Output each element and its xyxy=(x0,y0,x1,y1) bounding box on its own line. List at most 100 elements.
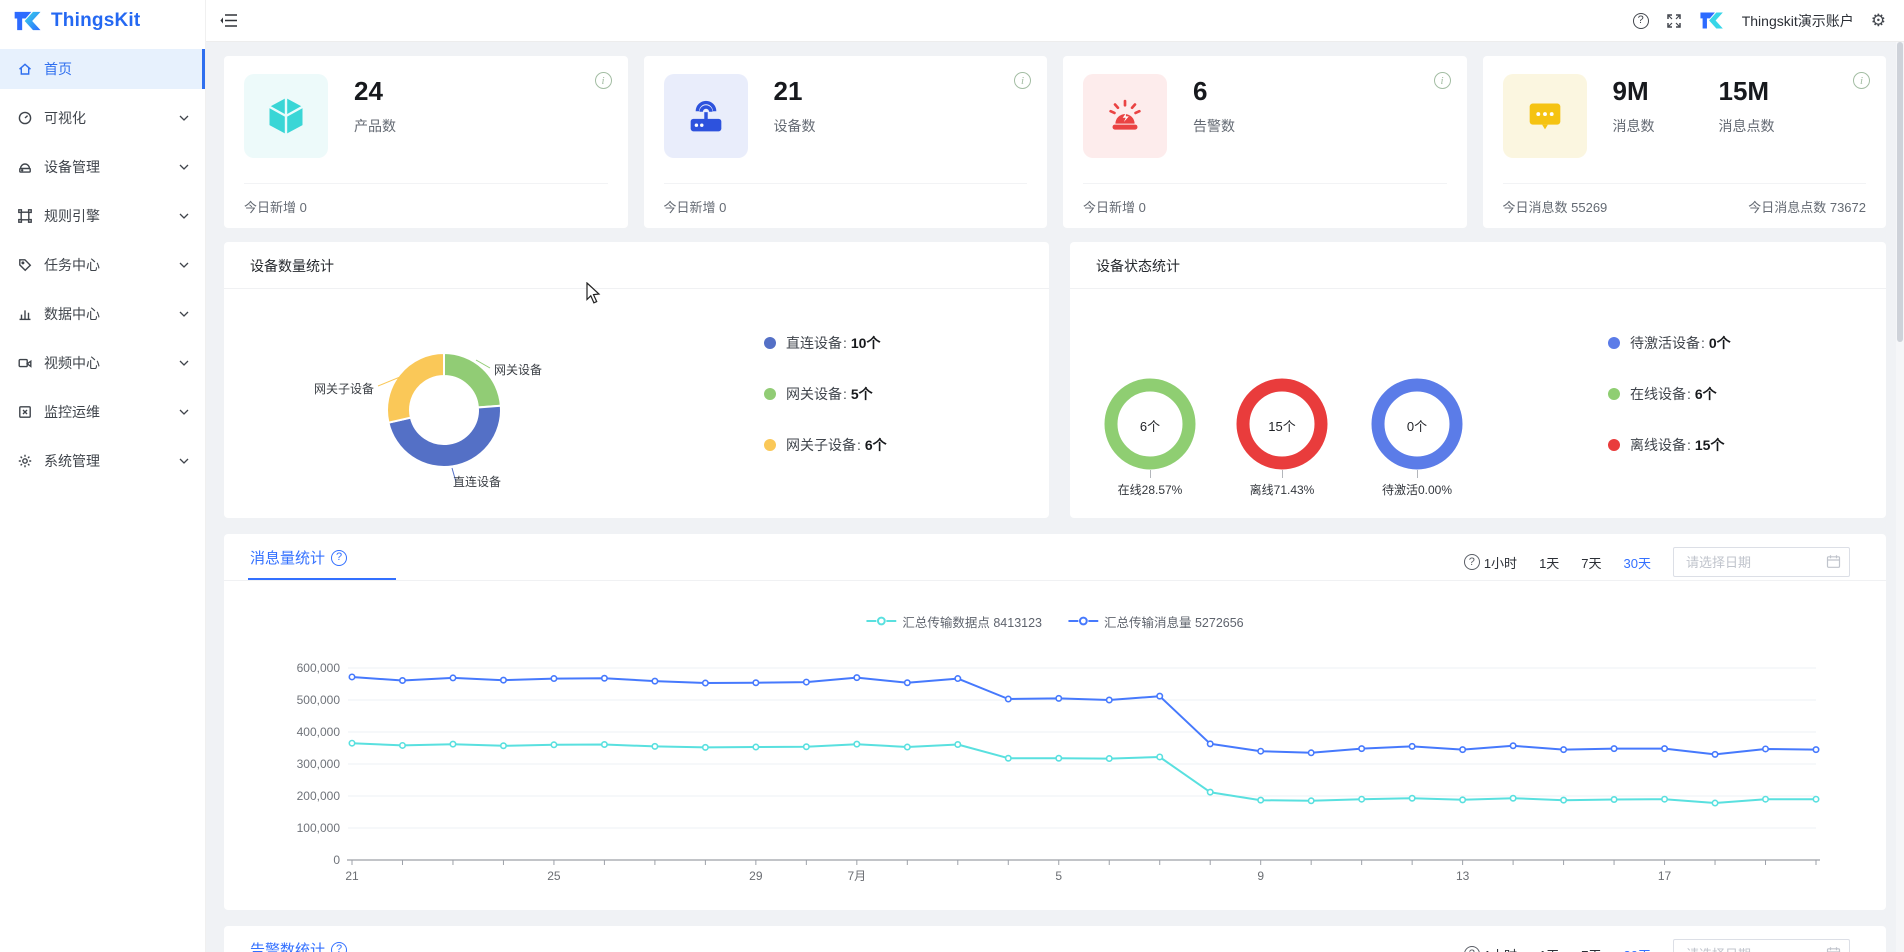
alarm-count-label: 告警数 xyxy=(1193,118,1235,135)
ring-value-online: 6个 xyxy=(1139,419,1161,434)
sidebar-item-home[interactable]: 首页 xyxy=(0,49,205,89)
help-icon xyxy=(1463,554,1480,570)
video-icon xyxy=(17,355,33,371)
sidebar: ThingsKit 首页 可视化 设备管理 规则引擎 xyxy=(0,0,206,952)
message-point-value: 15M xyxy=(1718,76,1770,106)
tab-message-volume[interactable]: 消息量统计 xyxy=(250,547,348,568)
range-1h[interactable]: 1小时 xyxy=(1463,945,1517,952)
svg-text:600,000: 600,000 xyxy=(297,661,341,675)
device-count-card: 21 设备数 今日新增 0 xyxy=(643,56,1047,228)
info-icon[interactable] xyxy=(594,72,612,89)
sidebar-item-label: 规则引擎 xyxy=(44,208,100,224)
sidebar-item-label: 系统管理 xyxy=(44,453,100,469)
fullscreen-icon[interactable] xyxy=(1666,13,1682,29)
legend-item[interactable]: 网关子设备6个 xyxy=(764,434,887,455)
sidebar-item-label: 设备管理 xyxy=(44,159,100,175)
range-30d[interactable]: 30天 xyxy=(1624,945,1651,952)
sidebar-item-label: 视频中心 xyxy=(44,355,100,371)
settings-gear-icon[interactable]: ⚙ xyxy=(1870,11,1886,30)
info-icon[interactable] xyxy=(1433,72,1451,89)
help-icon xyxy=(1463,946,1480,952)
range-30d[interactable]: 30天 xyxy=(1623,555,1651,571)
alarm-count-value: 6 xyxy=(1193,76,1208,106)
brand[interactable]: ThingsKit xyxy=(0,0,205,42)
range-1d[interactable]: 1天 xyxy=(1539,555,1560,571)
collapse-sidebar-icon[interactable] xyxy=(220,13,238,28)
help-icon[interactable] xyxy=(331,941,348,952)
sidebar-item-rule-engine[interactable]: 规则引擎 xyxy=(0,196,205,236)
svg-text:500,000: 500,000 xyxy=(297,693,341,707)
range-7d[interactable]: 7天 xyxy=(1581,945,1601,952)
account-name[interactable]: Thingskit演示账户 xyxy=(1741,12,1854,29)
device-count-panel: 设备数量统计 网关子设备 网关设备 直连设备 直连设备10个 网关设备5个 网关… xyxy=(224,242,1049,518)
rule-engine-icon xyxy=(17,208,33,224)
message-volume-panel: 消息量统计 1小时 1天 7天 30天 汇总传输数据点 8413123 汇总传输… xyxy=(224,534,1886,910)
legend-item[interactable]: 在线设备6个 xyxy=(1608,383,1731,404)
legend-item[interactable]: 直连设备10个 xyxy=(764,332,887,353)
message-volume-line-chart[interactable]: 0 100,000 200,000 300,000 400,000 500,000 600,… xyxy=(224,638,1886,906)
top-navbar: Thingskit演示账户 ⚙ xyxy=(206,0,1904,42)
device-status-rings-chart[interactable] xyxy=(1070,242,1886,518)
svg-text:17: 17 xyxy=(1658,869,1672,883)
sidebar-item-system-mgmt[interactable]: 系统管理 xyxy=(0,441,205,481)
time-range-controls: 1小时 1天 7天 30天 xyxy=(1463,547,1850,577)
main-content: 24 产品数 今日新增 0 21 设备数 今日新增 0 xyxy=(206,42,1904,952)
product-count-card: 24 产品数 今日新增 0 xyxy=(224,56,628,228)
chevron-down-icon xyxy=(179,164,189,170)
legend-item-datapoints[interactable]: 汇总传输数据点 8413123 xyxy=(866,612,1042,631)
legend-item[interactable]: 待激活设备0个 xyxy=(1608,332,1731,353)
brand-name: ThingsKit xyxy=(51,10,141,31)
card-footer-item: 今日消息点数 73672 xyxy=(1748,199,1866,215)
tab-alarm-count[interactable]: 告警数统计 xyxy=(250,939,348,952)
ring-value-offline: 15个 xyxy=(1268,419,1296,434)
sidebar-item-monitor-ops[interactable]: 监控运维 xyxy=(0,392,205,432)
device-status-panel: 设备状态统计 6个 15个 0个 在线28.57% 离线71.43% 待激活0.… xyxy=(1070,242,1886,518)
date-picker-input[interactable] xyxy=(1673,939,1850,952)
sidebar-item-label: 任务中心 xyxy=(44,257,100,273)
page-scrollbar[interactable] xyxy=(1896,42,1904,952)
help-icon[interactable] xyxy=(1632,12,1649,29)
legend-item[interactable]: 离线设备15个 xyxy=(1608,434,1731,455)
chevron-down-icon xyxy=(179,262,189,268)
ring-value-inactive: 0个 xyxy=(1406,419,1428,434)
calendar-icon[interactable] xyxy=(1826,946,1841,952)
svg-text:200,000: 200,000 xyxy=(297,789,341,803)
sidebar-item-visualization[interactable]: 可视化 xyxy=(0,98,205,138)
product-cube-icon xyxy=(244,74,328,158)
device-status-legend: 待激活设备0个 在线设备6个 离线设备15个 xyxy=(1608,332,1731,455)
sidebar-item-device-mgmt[interactable]: 设备管理 xyxy=(0,147,205,187)
date-picker-input[interactable] xyxy=(1673,547,1850,577)
sidebar-item-label: 首页 xyxy=(44,61,72,77)
panel-title: 设备状态统计 xyxy=(1096,258,1180,274)
sidebar-item-task-center[interactable]: 任务中心 xyxy=(0,245,205,285)
chevron-down-icon xyxy=(179,458,189,464)
chevron-down-icon xyxy=(179,115,189,121)
donut-label-gateway-sub: 网关子设备 xyxy=(313,382,374,396)
chevron-down-icon xyxy=(179,409,189,415)
svg-text:25: 25 xyxy=(547,869,561,883)
chevron-down-icon xyxy=(179,311,189,317)
device-count-value: 21 xyxy=(773,76,803,106)
range-1h[interactable]: 1小时 xyxy=(1463,553,1517,572)
help-icon[interactable] xyxy=(331,549,348,566)
sidebar-item-data-center[interactable]: 数据中心 xyxy=(0,294,205,334)
account-logo-icon xyxy=(1700,12,1723,29)
info-icon[interactable] xyxy=(1853,72,1870,89)
alarm-icon xyxy=(1083,74,1167,158)
range-7d[interactable]: 7天 xyxy=(1581,555,1602,571)
message-count-label: 消息数 xyxy=(1612,118,1655,135)
sidebar-item-video-center[interactable]: 视频中心 xyxy=(0,343,205,383)
svg-text:13: 13 xyxy=(1456,869,1470,883)
message-count-card: 9M 消息数 15M 消息点数 今日消息数 55269 今日消息点数 73672 xyxy=(1482,56,1886,228)
device-count-donut-chart[interactable] xyxy=(224,242,1049,518)
scrollbar-thumb[interactable] xyxy=(1897,42,1903,342)
legend-item-messages[interactable]: 汇总传输消息量 5272656 xyxy=(1068,612,1244,631)
svg-text:9: 9 xyxy=(1257,869,1264,883)
data-icon xyxy=(17,306,33,322)
svg-text:300,000: 300,000 xyxy=(297,757,341,771)
info-icon[interactable] xyxy=(1014,72,1031,89)
svg-text:0: 0 xyxy=(333,853,340,867)
calendar-icon[interactable] xyxy=(1826,554,1841,569)
legend-item[interactable]: 网关设备5个 xyxy=(764,383,887,404)
range-1d[interactable]: 1天 xyxy=(1539,945,1559,952)
